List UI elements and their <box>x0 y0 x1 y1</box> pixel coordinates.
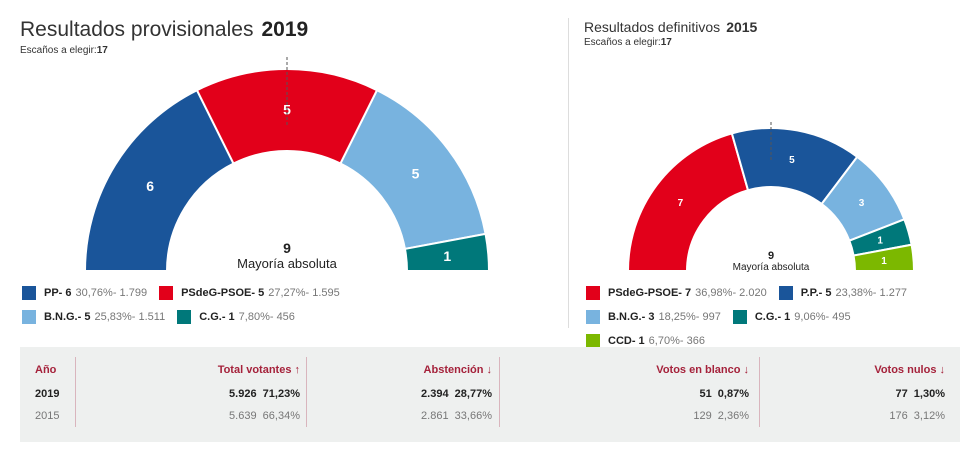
turnout-table: Año 2019 2015 Total votantes ↑ 5.926 71,23%… <box>20 347 960 442</box>
party-name: PSdeG-PSOE- 5 <box>181 287 265 299</box>
left-seats: Escaños a elegir:17 <box>20 45 108 56</box>
col-year: Año 2019 2015 <box>35 357 75 432</box>
separator <box>759 357 760 427</box>
legend-item: C.G.- 1 9,06%- 495 <box>732 310 851 324</box>
cell: 176 3,12% <box>889 410 945 422</box>
title-year: 2015 <box>726 19 758 35</box>
legend-swatch <box>586 310 600 324</box>
party-name: P.P.- 5 <box>800 287 832 299</box>
separator <box>75 357 76 427</box>
seats-count: 17 <box>660 37 672 48</box>
party-result: 23,38%- 1.277 <box>835 287 908 299</box>
cell: 129 2,36% <box>693 410 749 422</box>
seat-count-label: 1 <box>877 235 883 246</box>
legend-swatch <box>586 286 600 300</box>
party-result: 9,06%- 495 <box>794 311 851 323</box>
seat-count-label: 6 <box>146 178 154 194</box>
legend-item: PSdeG-PSOE- 7 36,98%- 2.020 <box>586 286 767 300</box>
legend-item: B.N.G.- 3 18,25%- 997 <box>586 310 721 324</box>
party-result: 18,25%- 997 <box>658 311 721 323</box>
majority-label: Mayoría absoluta <box>237 256 337 271</box>
seat-count-label: 1 <box>881 256 887 267</box>
party-name: B.N.G.- 5 <box>44 311 91 323</box>
cell: 5.926 71,23% <box>229 388 300 400</box>
party-result: 7,80%- 456 <box>238 311 295 323</box>
right-seats: Escaños a elegir:17 <box>584 37 672 48</box>
separator <box>499 357 500 427</box>
legend-item: PP- 6 30,76%- 1.799 <box>22 286 147 300</box>
party-name: CCD- 1 <box>608 335 645 347</box>
legend-swatch <box>22 286 36 300</box>
seat-count-label: 5 <box>789 155 795 166</box>
legend-item: P.P.- 5 23,38%- 1.277 <box>778 286 908 300</box>
header-year[interactable]: Año <box>35 364 57 376</box>
seats-label: Escaños a elegir: <box>584 37 661 48</box>
cell: 51 0,87% <box>699 388 749 400</box>
majority-label: Mayoría absoluta <box>732 262 810 273</box>
legend-item: B.N.G.- 5 25,83%- 1.511 <box>22 310 165 324</box>
party-name: PSdeG-PSOE- 7 <box>608 287 692 299</box>
party-result: 27,27%- 1.595 <box>268 287 340 299</box>
seat-count-label: 7 <box>678 198 684 209</box>
party-name: B.N.G.- 3 <box>608 311 655 323</box>
cell: 5.639 66,34% <box>229 410 300 422</box>
party-name: C.G.- 1 <box>199 311 235 323</box>
legend-swatch <box>732 310 747 324</box>
majority-number: 9 <box>283 240 291 256</box>
legend-item: CCD- 1 6,70%- 366 <box>586 334 705 348</box>
cell: 2.861 33,66% <box>421 410 492 422</box>
left-title: Resultados provisionales 2019 <box>20 18 308 42</box>
title-text: Resultados provisionales <box>20 18 254 41</box>
party-result: 6,70%- 366 <box>648 335 705 347</box>
majority-number: 9 <box>767 250 775 262</box>
cell: 2019 <box>35 388 60 400</box>
legend-item: PSdeG-PSOE- 5 27,27%- 1.595 <box>159 286 340 300</box>
party-result: 25,83%- 1.511 <box>94 311 166 323</box>
cell: 2015 <box>35 410 60 422</box>
legend-swatch <box>586 334 600 348</box>
seat-count-label: 1 <box>443 248 451 264</box>
col-total: Total votantes ↑ 5.926 71,23% 5.639 66,34% <box>80 357 300 432</box>
header-votos-nulos[interactable]: Votos nulos ↓ <box>874 364 945 376</box>
party-result: 36,98%- 2.020 <box>695 287 767 299</box>
seats-label: Escaños a elegir: <box>20 45 97 56</box>
party-name: PP- 6 <box>44 287 72 299</box>
cell: 2.394 28,77% <box>421 388 492 400</box>
legend-swatch <box>22 310 36 324</box>
title-text: Resultados definitivos <box>584 19 721 35</box>
legend-swatch <box>159 286 174 300</box>
party-result: 30,76%- 1.799 <box>75 287 148 299</box>
header-votos-blanco[interactable]: Votos en blanco ↓ <box>656 364 749 376</box>
header-total-votantes[interactable]: Total votantes ↑ <box>217 364 300 376</box>
party-name: C.G.- 1 <box>754 311 791 323</box>
title-year: 2019 <box>261 18 309 41</box>
right-title: Resultados definitivos 2015 <box>584 19 757 35</box>
left-legend: PP- 6 30,76%- 1.799 PSdeG-PSOE- 5 27,27%- 1… <box>22 286 502 324</box>
legend-swatch <box>177 310 192 324</box>
right-hemicycle: 7 5 3 1 1 <box>626 122 916 272</box>
seat-segment[interactable] <box>852 243 916 272</box>
seat-count-label: 3 <box>859 198 865 209</box>
left-majority: 9 Mayoría absoluta <box>227 240 347 271</box>
legend-item: C.G.- 1 7,80%- 456 <box>177 310 295 324</box>
seats-count: 17 <box>96 45 108 56</box>
cell: 77 1,30% <box>895 388 945 400</box>
right-majority: 9 Mayoría absoluta <box>721 250 821 273</box>
seat-count-label: 5 <box>412 166 420 182</box>
right-legend: PSdeG-PSOE- 7 36,98%- 2.020 P.P.- 5 23,38%-… <box>586 286 976 348</box>
separator <box>306 357 307 427</box>
legend-swatch <box>778 286 793 300</box>
col-nulos: Votos nulos ↓ 77 1,30% 176 3,12% <box>765 357 945 432</box>
col-blanco: Votos en blanco ↓ 51 0,87% 129 2,36% <box>505 357 749 432</box>
col-abstencion: Abstención ↓ 2.394 28,77% 2.861 33,66% <box>310 357 492 432</box>
divider <box>568 18 569 328</box>
seat-segment[interactable] <box>403 232 491 272</box>
left-hemicycle: 6551 <box>83 57 491 272</box>
header-abstencion[interactable]: Abstención ↓ <box>423 364 492 376</box>
